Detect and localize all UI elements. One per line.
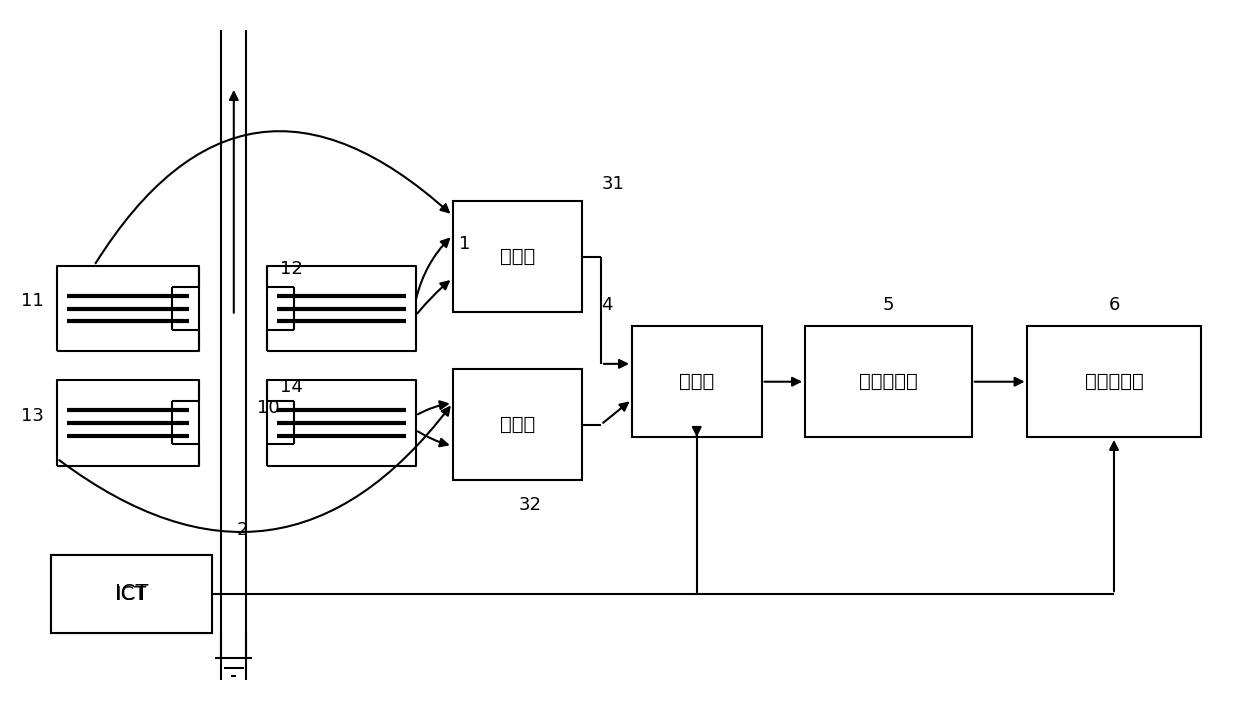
Text: 5: 5 xyxy=(882,296,895,314)
Text: 6: 6 xyxy=(1109,296,1120,314)
Text: 32: 32 xyxy=(518,496,541,514)
Text: 2: 2 xyxy=(237,521,248,539)
FancyArrowPatch shape xyxy=(418,402,447,414)
Text: ICT: ICT xyxy=(115,584,146,604)
FancyArrowPatch shape xyxy=(416,239,449,299)
FancyBboxPatch shape xyxy=(632,326,762,437)
Text: 差分器: 差分器 xyxy=(499,415,535,434)
FancyArrowPatch shape xyxy=(418,432,447,446)
FancyBboxPatch shape xyxy=(1027,326,1201,437)
FancyBboxPatch shape xyxy=(452,369,582,480)
Text: 1: 1 xyxy=(460,235,471,253)
Text: 低通滤波器: 低通滤波器 xyxy=(859,372,918,391)
Text: 数据采集器: 数据采集器 xyxy=(1084,372,1144,391)
Text: 4: 4 xyxy=(601,296,613,314)
Text: 14: 14 xyxy=(280,378,304,396)
Text: 12: 12 xyxy=(280,260,304,278)
FancyBboxPatch shape xyxy=(452,201,582,312)
FancyArrowPatch shape xyxy=(95,131,449,263)
Text: 混频器: 混频器 xyxy=(679,372,715,391)
FancyArrowPatch shape xyxy=(59,407,450,532)
Text: 11: 11 xyxy=(21,293,43,310)
Text: ICT: ICT xyxy=(114,584,147,604)
FancyBboxPatch shape xyxy=(51,555,212,634)
Text: 10: 10 xyxy=(258,399,280,417)
FancyBboxPatch shape xyxy=(805,326,971,437)
Text: 13: 13 xyxy=(21,407,43,424)
FancyArrowPatch shape xyxy=(418,282,449,313)
FancyBboxPatch shape xyxy=(51,555,212,634)
Text: 差分器: 差分器 xyxy=(499,247,535,266)
Text: 31: 31 xyxy=(602,174,624,193)
